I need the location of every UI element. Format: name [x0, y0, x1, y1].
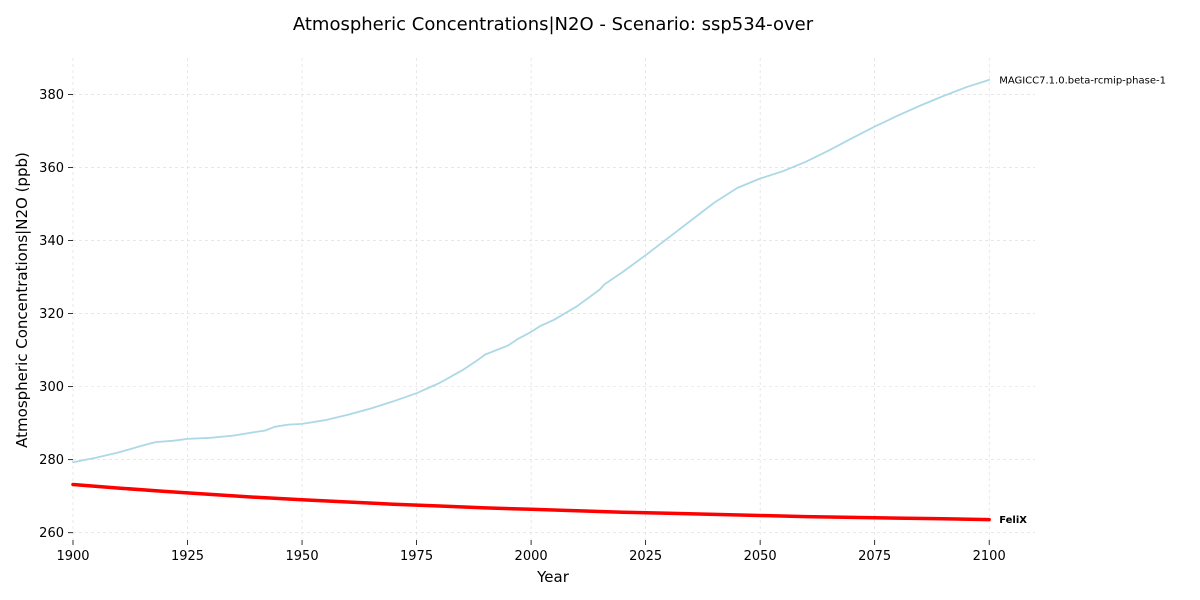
series-line-felix [71, 482, 991, 522]
x-tick-label: 2025 [629, 549, 662, 564]
x-axis-label: Year [536, 568, 570, 586]
y-tick-label: 380 [39, 88, 64, 103]
y-axis-label: Atmospheric Concentrations|N2O (ppb) [13, 152, 31, 448]
tick-layer: 1900 1925 1950 1975 2000 2025 2050 2075 2100 260 2… [39, 88, 1006, 564]
x-tick-label: 2050 [744, 549, 777, 564]
y-tick-label: 360 [39, 161, 64, 176]
y-tick-label: 260 [39, 526, 64, 541]
x-tick-label: 2100 [973, 549, 1006, 564]
y-tick-label: 300 [39, 380, 64, 395]
x-tick-label: 2075 [858, 549, 891, 564]
y-tick-label: 280 [39, 453, 64, 468]
y-tick-label: 340 [39, 234, 64, 249]
y-tick-label: 320 [39, 307, 64, 322]
grid-layer [72, 58, 1035, 540]
series-end-label: FeliX [999, 515, 1027, 526]
chart-title: Atmospheric Concentrations|N2O - Scenari… [293, 14, 814, 35]
series-line-magicc [72, 79, 991, 464]
x-tick-label: 1900 [56, 549, 89, 564]
series-layer [71, 79, 991, 522]
label-layer: MAGICC7.1.0.beta-rcmip-phase-1 FeliX [999, 75, 1166, 526]
x-tick-label: 1950 [286, 549, 319, 564]
x-tick-label: 2000 [515, 549, 548, 564]
series-end-label: MAGICC7.1.0.beta-rcmip-phase-1 [999, 75, 1166, 86]
x-tick-label: 1975 [400, 549, 433, 564]
x-tick-label: 1925 [171, 549, 204, 564]
